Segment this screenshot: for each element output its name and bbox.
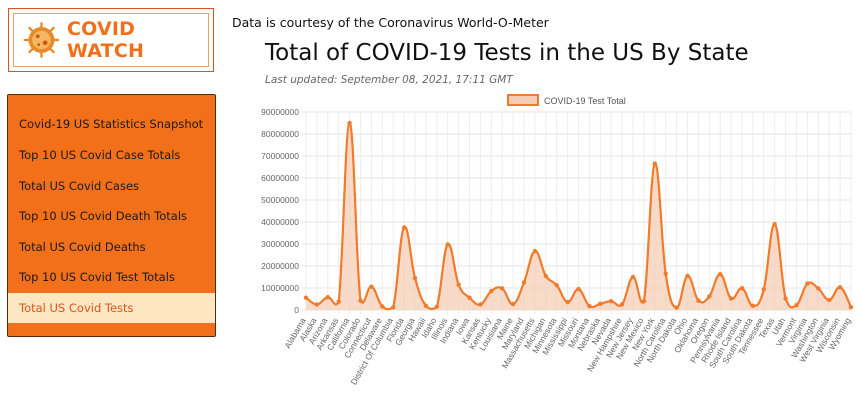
data-point xyxy=(761,287,766,292)
data-point xyxy=(532,248,538,254)
data-point xyxy=(848,304,854,310)
virus-icon xyxy=(23,22,60,58)
last-updated: Last updated: September 08, 2021, 17:11 … xyxy=(265,74,513,86)
sidebar-item-total-tests[interactable]: Total US Covid Tests xyxy=(8,293,215,323)
data-point xyxy=(794,302,799,308)
data-point xyxy=(478,302,483,307)
data-point xyxy=(314,302,320,307)
data-point xyxy=(598,301,603,307)
sidebar-item-top10-test-totals[interactable]: Top 10 US Covid Test Totals xyxy=(8,262,215,292)
data-point xyxy=(380,304,385,309)
data-point xyxy=(489,288,494,294)
data-point xyxy=(467,295,472,300)
data-point xyxy=(739,286,745,291)
data-point xyxy=(554,282,559,288)
y-tick-label: 60000000 xyxy=(261,173,299,183)
data-point xyxy=(456,282,461,287)
data-point xyxy=(805,281,810,286)
data-point xyxy=(445,242,450,247)
sidebar-item-top10-death-totals[interactable]: Top 10 US Covid Death Totals xyxy=(8,201,215,231)
data-point xyxy=(783,296,788,301)
sidebar-item-total-cases[interactable]: Total US Covid Cases xyxy=(8,171,215,201)
data-point xyxy=(336,299,341,304)
data-point xyxy=(663,271,668,276)
data-point xyxy=(837,285,843,290)
logo-text: COVID WATCH xyxy=(66,18,145,62)
sidebar-item-statistics-snapshot[interactable]: Covid-19 US Statistics Snapshot xyxy=(8,109,215,139)
sidebar-item-label: Top 10 US Covid Case Totals xyxy=(19,148,181,162)
y-tick-label: 20000000 xyxy=(261,261,299,271)
data-point xyxy=(685,273,690,279)
sidebar-item-label: Total US Covid Cases xyxy=(19,179,140,193)
data-point xyxy=(827,297,832,303)
data-point xyxy=(521,280,527,285)
tests-chart: 0 10000000 20000000 30000000 40000000 5000000… xyxy=(240,88,860,403)
data-point xyxy=(412,275,418,281)
y-tick-label: 10000000 xyxy=(261,283,299,293)
logo-frame: COVID WATCH xyxy=(13,13,209,67)
y-tick-label: 0 xyxy=(294,305,299,315)
y-tick-label: 70000000 xyxy=(261,151,299,161)
data-point xyxy=(391,305,396,310)
data-point xyxy=(609,299,614,304)
sidebar-nav: Covid-19 US Statistics Snapshot Top 10 U… xyxy=(7,94,216,337)
series-line xyxy=(305,121,852,311)
data-point xyxy=(696,298,701,303)
sidebar-item-label: Total US Covid Deaths xyxy=(19,240,146,254)
data-point xyxy=(434,304,439,309)
data-point xyxy=(674,305,679,310)
data-point xyxy=(401,225,407,230)
legend-label: COVID-19 Test Total xyxy=(544,96,626,106)
data-point xyxy=(565,299,570,305)
data-point xyxy=(641,299,647,304)
data-point xyxy=(325,295,330,300)
data-point xyxy=(772,222,777,227)
sidebar-item-total-deaths[interactable]: Total US Covid Deaths xyxy=(8,232,215,262)
data-point xyxy=(750,303,756,309)
data-point xyxy=(423,303,429,309)
data-point xyxy=(576,286,581,292)
y-tick-label: 40000000 xyxy=(261,217,299,227)
sidebar-item-top10-case-totals[interactable]: Top 10 US Covid Case Totals xyxy=(8,140,215,170)
data-point xyxy=(510,301,516,307)
data-point xyxy=(652,161,657,166)
data-point xyxy=(347,120,352,126)
data-point xyxy=(369,284,374,289)
logo[interactable]: COVID WATCH xyxy=(8,8,214,72)
legend-swatch xyxy=(507,94,539,106)
data-point xyxy=(619,302,625,307)
sidebar-item-label: Total US Covid Tests xyxy=(19,301,134,315)
data-point xyxy=(358,298,363,303)
sidebar-item-label: Covid-19 US Statistics Snapshot xyxy=(19,117,204,131)
data-point xyxy=(587,303,592,309)
data-point xyxy=(718,271,723,277)
data-point xyxy=(728,296,734,301)
sidebar-item-label: Top 10 US Covid Death Totals xyxy=(19,209,188,223)
page-title: Total of COVID-19 Tests in the US By Sta… xyxy=(265,40,749,66)
y-tick-label: 80000000 xyxy=(261,129,299,139)
y-tick-label: 50000000 xyxy=(261,195,299,205)
data-point xyxy=(816,286,821,291)
data-source-note: Data is courtesy of the Coronavirus Worl… xyxy=(232,15,549,30)
data-point xyxy=(500,286,505,291)
data-point xyxy=(543,273,548,279)
data-point xyxy=(303,295,309,300)
data-point xyxy=(630,274,636,280)
sidebar-item-label: Top 10 US Covid Test Totals xyxy=(19,270,175,284)
y-tick-label: 90000000 xyxy=(261,107,299,117)
chart-canvas: 0 10000000 20000000 30000000 40000000 5000000… xyxy=(261,94,854,386)
y-tick-label: 30000000 xyxy=(261,239,299,249)
data-point xyxy=(707,294,712,299)
